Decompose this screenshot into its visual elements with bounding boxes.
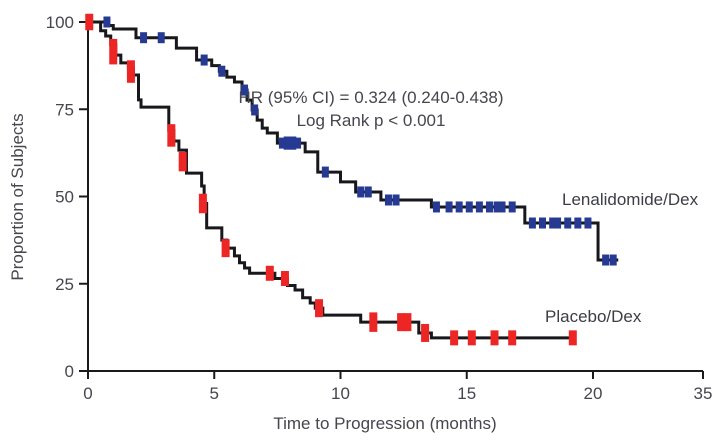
- y-tick-label: 100: [46, 13, 74, 32]
- censor-mark-lenalidomide: [584, 217, 592, 229]
- censor-mark-placebo: [126, 60, 135, 83]
- y-tick-label: 25: [55, 275, 74, 294]
- censor-mark-lenalidomide: [278, 137, 286, 149]
- censor-mark-placebo: [265, 265, 274, 281]
- censor-mark-lenalidomide: [384, 194, 392, 206]
- censor-mark-lenalidomide: [218, 65, 226, 77]
- x-tick-label: 10: [331, 384, 350, 403]
- censor-mark-placebo: [280, 271, 289, 287]
- censor-mark-placebo: [467, 330, 476, 346]
- y-tick-label: 75: [55, 100, 74, 119]
- censor-mark-lenalidomide: [392, 194, 400, 206]
- censor-mark-lenalidomide: [103, 16, 111, 28]
- x-axis-title: Time to Progression (months): [273, 414, 497, 433]
- censor-mark-lenalidomide: [200, 54, 208, 66]
- censor-mark-lenalidomide: [445, 201, 453, 213]
- censor-mark-placebo: [369, 312, 378, 332]
- x-tick-label: 35: [694, 384, 713, 403]
- censor-mark-placebo: [198, 193, 207, 214]
- stats-annotation: HR (95% CI) = 0.324 (0.240-0.438) Log Ra…: [238, 86, 503, 132]
- x-tick-label: 0: [83, 384, 92, 403]
- censor-mark-placebo: [167, 124, 176, 147]
- censor-mark-lenalidomide: [508, 201, 516, 213]
- censor-mark-lenalidomide: [283, 136, 297, 150]
- censor-mark-placebo: [315, 299, 324, 318]
- censor-mark-lenalidomide: [294, 137, 302, 149]
- km-curve-placebo: [88, 20, 576, 340]
- censor-mark-placebo: [403, 313, 412, 332]
- censor-mark-placebo: [221, 239, 230, 258]
- censor-mark-placebo: [450, 330, 459, 346]
- censor-mark-lenalidomide: [602, 254, 610, 266]
- censor-mark-lenalidomide: [539, 217, 546, 229]
- censor-mark-lenalidomide: [140, 32, 148, 44]
- censor-mark-lenalidomide: [549, 217, 562, 229]
- log-rank-text: Log Rank p < 0.001: [296, 111, 446, 130]
- censor-mark-placebo: [178, 151, 187, 172]
- x-tick-label: 15: [457, 384, 476, 403]
- censor-mark-lenalidomide: [157, 32, 165, 44]
- hazard-ratio-text: HR (95% CI) = 0.324 (0.240-0.438): [238, 88, 504, 107]
- censor-mark-placebo: [490, 330, 499, 346]
- censor-mark-lenalidomide: [455, 201, 463, 213]
- censor-mark-placebo: [397, 313, 406, 332]
- y-axis-title: Proportion of Subjects: [8, 113, 27, 281]
- censor-mark-lenalidomide: [465, 201, 473, 213]
- censor-mark-lenalidomide: [609, 254, 617, 266]
- censor-mark-lenalidomide: [364, 186, 372, 198]
- x-tick-label: 5: [210, 384, 219, 403]
- censor-mark-lenalidomide: [475, 201, 483, 213]
- x-tick-label: 20: [584, 384, 603, 403]
- series-label-lenalidomide: Lenalidomide/Dex: [562, 190, 699, 209]
- censor-mark-lenalidomide: [485, 201, 493, 213]
- y-tick-label: 0: [65, 362, 74, 381]
- censor-mark-lenalidomide: [321, 166, 329, 178]
- censor-mark-placebo: [508, 330, 517, 346]
- censor-mark-lenalidomide: [251, 104, 259, 116]
- censor-mark-lenalidomide: [528, 217, 536, 229]
- series-label-placebo: Placebo/Dex: [545, 307, 642, 326]
- censor-mark-lenalidomide: [493, 201, 506, 213]
- censor-mark-lenalidomide: [574, 217, 582, 229]
- censor-mark-lenalidomide: [241, 84, 249, 96]
- censor-mark-placebo: [85, 13, 94, 31]
- censor-mark-lenalidomide: [357, 186, 365, 198]
- y-tick-label: 50: [55, 188, 74, 207]
- censor-mark-placebo: [421, 323, 430, 342]
- censor-mark-placebo: [109, 38, 118, 65]
- censor-mark-lenalidomide: [564, 217, 572, 229]
- censor-mark-placebo: [568, 330, 577, 346]
- censor-mark-lenalidomide: [432, 201, 440, 213]
